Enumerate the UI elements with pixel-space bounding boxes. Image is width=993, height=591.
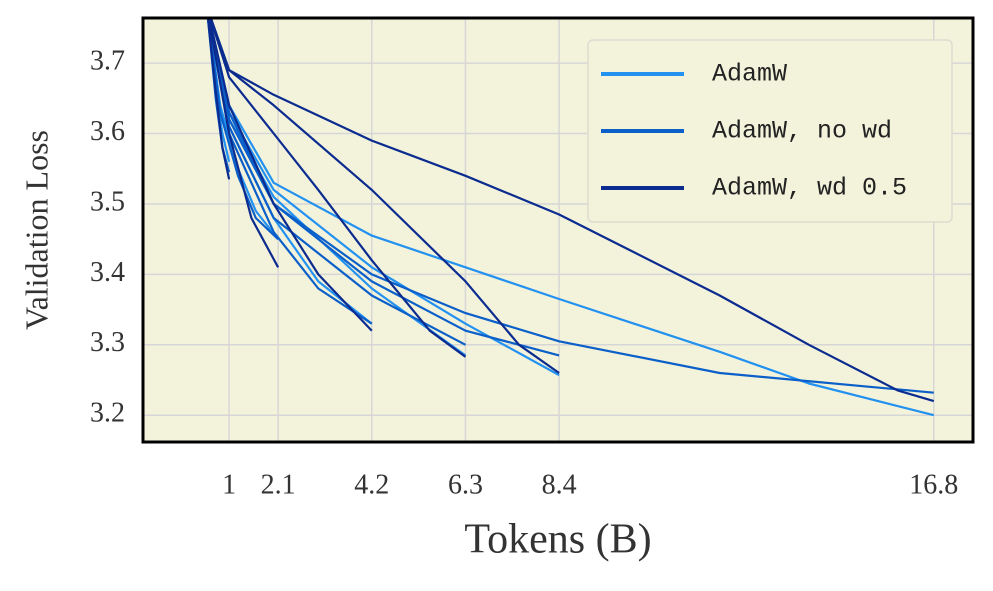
legend-label: AdamW, no wd bbox=[712, 117, 892, 146]
line bbox=[207, 18, 280, 268]
y-tick-label: 3.5 bbox=[90, 186, 125, 217]
line bbox=[207, 18, 560, 357]
x-tick-label: 2.1 bbox=[261, 469, 296, 500]
line bbox=[209, 18, 935, 403]
y-tick-label: 3.3 bbox=[90, 327, 125, 358]
x-tick-label: 16.8 bbox=[909, 469, 958, 500]
line bbox=[209, 18, 467, 358]
labels: Tokens (B) Validation Loss 1 2.1 4.2 6.3 8.4… bbox=[18, 45, 958, 562]
x-tick-label: 8.4 bbox=[542, 469, 577, 500]
y-tick-label: 3.6 bbox=[90, 116, 125, 147]
line bbox=[207, 18, 279, 240]
x-tick-label: 4.2 bbox=[354, 469, 389, 500]
legend-label: AdamW, wd 0.5 bbox=[712, 174, 907, 203]
plot-border bbox=[141, 16, 975, 444]
y-tick-label: 3.2 bbox=[90, 398, 125, 429]
legend-label: AdamW bbox=[712, 60, 787, 89]
y-tick-label: 3.4 bbox=[90, 257, 125, 288]
y-tick-label: 3.7 bbox=[90, 45, 125, 76]
x-tick-label: 6.3 bbox=[448, 469, 483, 500]
x-tick-label: 1 bbox=[222, 469, 236, 500]
line bbox=[206, 18, 231, 180]
lines bbox=[206, 18, 935, 417]
x-axis-label: Tokens (B) bbox=[464, 517, 651, 563]
y-axis-label: Validation Loss bbox=[18, 130, 54, 330]
legend: AdamW AdamW, no wd AdamW, wd 0.5 bbox=[587, 39, 953, 223]
legend-box bbox=[587, 39, 953, 223]
line bbox=[208, 18, 934, 394]
line bbox=[208, 18, 935, 417]
line bbox=[208, 18, 373, 332]
